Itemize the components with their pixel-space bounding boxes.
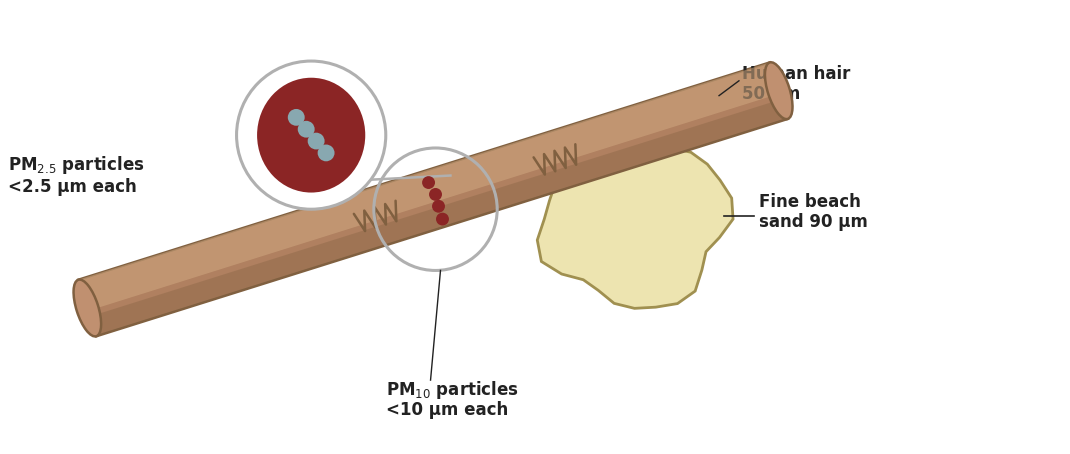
Circle shape	[308, 133, 324, 149]
Circle shape	[429, 188, 442, 201]
Text: <2.5 μm each: <2.5 μm each	[7, 178, 137, 196]
Polygon shape	[78, 63, 780, 311]
Ellipse shape	[257, 78, 365, 192]
Circle shape	[236, 61, 386, 209]
Polygon shape	[78, 63, 788, 336]
Polygon shape	[537, 123, 733, 308]
Text: 50 μm: 50 μm	[742, 84, 800, 103]
Circle shape	[435, 212, 449, 226]
Text: Human hair: Human hair	[742, 65, 851, 83]
Text: PM$_{10}$ particles: PM$_{10}$ particles	[386, 379, 519, 401]
Text: PM$_{2.5}$ particles: PM$_{2.5}$ particles	[7, 154, 144, 176]
Ellipse shape	[765, 62, 793, 119]
Polygon shape	[90, 99, 788, 336]
Ellipse shape	[74, 280, 102, 336]
Circle shape	[432, 200, 445, 212]
Text: <10 μm each: <10 μm each	[386, 401, 508, 419]
Circle shape	[422, 176, 435, 189]
Text: Fine beach: Fine beach	[759, 193, 860, 211]
Circle shape	[318, 144, 335, 161]
Circle shape	[297, 121, 315, 138]
Circle shape	[288, 109, 305, 126]
Text: sand 90 μm: sand 90 μm	[759, 213, 868, 231]
